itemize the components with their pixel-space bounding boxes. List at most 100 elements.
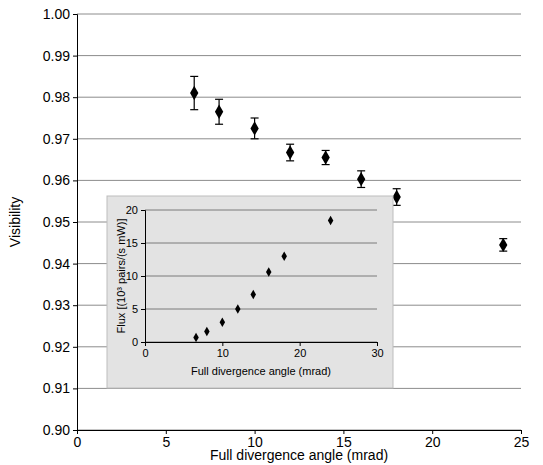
chart-root: 05101520250.900.910.920.930.940.950.960.… <box>0 0 543 465</box>
y-tick-label: 0.97 <box>43 131 70 147</box>
error-bar <box>322 150 330 164</box>
grid-line <box>77 180 521 181</box>
y-tick: 15 <box>126 237 145 249</box>
y-tick-label: 0.94 <box>43 256 70 272</box>
point <box>220 317 225 326</box>
y-tick-mark <box>73 97 77 98</box>
y-tick: 0.99 <box>43 48 77 64</box>
y-tick-mark <box>141 342 145 343</box>
error-bar-cap <box>251 138 259 139</box>
y-tick-mark <box>73 139 77 140</box>
y-axis: 0.900.910.920.930.940.950.960.970.980.99… <box>43 6 78 438</box>
y-tick-label: 0.99 <box>43 48 70 64</box>
x-tick-label: 20 <box>294 347 306 359</box>
x-tick-label: 20 <box>425 434 441 450</box>
grid-line <box>145 243 377 244</box>
error-bar-cap <box>215 99 223 100</box>
point <box>266 267 271 276</box>
point <box>499 238 507 252</box>
point <box>204 327 209 336</box>
grid-line <box>77 97 521 98</box>
y-tick: 0.96 <box>43 172 77 188</box>
y-tick-mark <box>141 309 145 310</box>
y-tick-label: 15 <box>126 237 138 249</box>
y-tick: 0.98 <box>43 89 77 105</box>
point <box>281 251 286 260</box>
y-tick-mark <box>73 430 77 431</box>
grid <box>145 210 377 342</box>
error-bar-cap <box>393 205 401 206</box>
y-tick-mark <box>73 56 77 57</box>
chart-0: 05101520250.900.910.920.930.940.950.960.… <box>7 6 530 463</box>
y-tick-label: 0.91 <box>43 380 70 396</box>
x-tick-label: 25 <box>514 434 530 450</box>
y-tick-mark <box>141 276 145 277</box>
y-tick: 20 <box>126 204 145 216</box>
error-bar-cap <box>251 117 259 118</box>
x-tick: 20 <box>425 430 441 450</box>
y-tick-label: 5 <box>132 303 138 315</box>
point <box>321 150 329 164</box>
x-axis-line <box>78 431 522 435</box>
y-axis: 0 5 10 15 20 <box>126 204 146 348</box>
y-tick: 0.95 <box>43 214 77 230</box>
y-tick: 10 <box>126 270 145 282</box>
y-tick-mark <box>73 222 77 223</box>
point <box>193 333 198 342</box>
x-tick: 5 <box>162 430 170 450</box>
y-tick-label: 10 <box>126 270 138 282</box>
y-tick: 0.90 <box>43 422 77 438</box>
y-axis-line <box>141 211 146 343</box>
x-tick-mark <box>300 342 301 346</box>
x-tick-mark <box>222 342 223 346</box>
x-tick: 25 <box>514 430 530 450</box>
point <box>357 172 365 186</box>
point <box>250 121 258 135</box>
y-tick-mark <box>73 180 77 181</box>
x-tick: 20 <box>294 342 306 359</box>
x-tick-label: 30 <box>371 347 383 359</box>
y-axis-title: Flux [(10³ pairs/(s mW)] <box>115 219 127 334</box>
error-bar <box>357 171 365 188</box>
inset-background <box>107 196 393 388</box>
error-bar <box>251 118 259 139</box>
x-axis-line <box>146 343 378 347</box>
error-bar-cap <box>215 124 223 125</box>
error-bar-cap <box>286 144 294 145</box>
error-bar-cap <box>357 170 365 171</box>
point <box>235 304 240 313</box>
y-tick: 0.93 <box>43 297 77 313</box>
y-tick-label: 0 <box>132 336 138 348</box>
y-tick-mark <box>73 305 77 306</box>
y-tick-mark <box>73 388 77 389</box>
error-bar <box>499 239 507 251</box>
error-bar-cap <box>190 76 198 77</box>
grid <box>77 14 521 430</box>
marks <box>193 216 333 342</box>
grid-line <box>77 55 521 56</box>
y-tick-label: 1.00 <box>43 6 70 22</box>
x-tick: 30 <box>371 342 383 359</box>
point <box>328 216 333 225</box>
y-tick-label: 0.98 <box>43 89 70 105</box>
point <box>286 145 294 159</box>
x-tick-mark <box>377 342 378 346</box>
x-tick: 10 <box>217 342 229 359</box>
x-tick-label: 0 <box>142 347 148 359</box>
y-tick-mark <box>73 264 77 265</box>
grid-line <box>77 138 521 139</box>
y-tick-label: 0.96 <box>43 172 70 188</box>
chart-1: 010203005101520Full divergence angle (mr… <box>107 196 393 388</box>
x-tick-label: 10 <box>217 347 229 359</box>
grid-line <box>77 14 521 15</box>
y-tick-mark <box>73 347 77 348</box>
y-tick: 0.97 <box>43 131 77 147</box>
error-bar-cap <box>190 109 198 110</box>
y-tick: 0.91 <box>43 380 77 396</box>
point <box>251 290 256 299</box>
error-bar-cap <box>357 187 365 188</box>
x-tick-label: 0 <box>74 434 82 450</box>
y-tick-label: 0.93 <box>43 297 70 313</box>
x-tick: 0 <box>142 342 148 359</box>
point <box>190 86 198 100</box>
